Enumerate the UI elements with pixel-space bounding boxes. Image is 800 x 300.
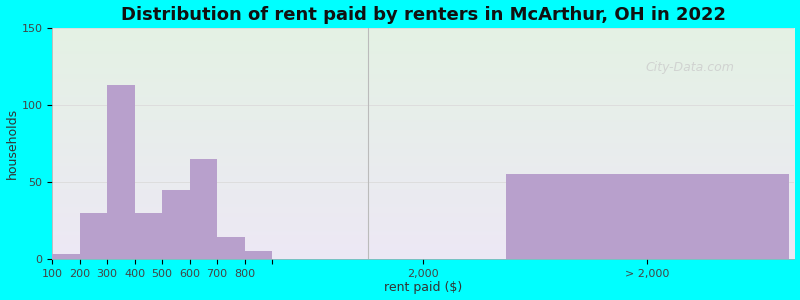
Bar (162, 190, 190, 259)
Y-axis label: households: households (6, 108, 18, 179)
Bar (52, 254, 79, 259)
Bar (190, 159, 217, 259)
Bar (107, 85, 134, 259)
Bar (245, 251, 272, 259)
Title: Distribution of rent paid by renters in McArthur, OH in 2022: Distribution of rent paid by renters in … (121, 6, 726, 24)
X-axis label: rent paid ($): rent paid ($) (384, 281, 462, 294)
Bar (506, 174, 789, 259)
Bar (217, 237, 245, 259)
Text: City-Data.com: City-Data.com (646, 61, 735, 74)
Bar (79, 213, 107, 259)
Bar (134, 213, 162, 259)
